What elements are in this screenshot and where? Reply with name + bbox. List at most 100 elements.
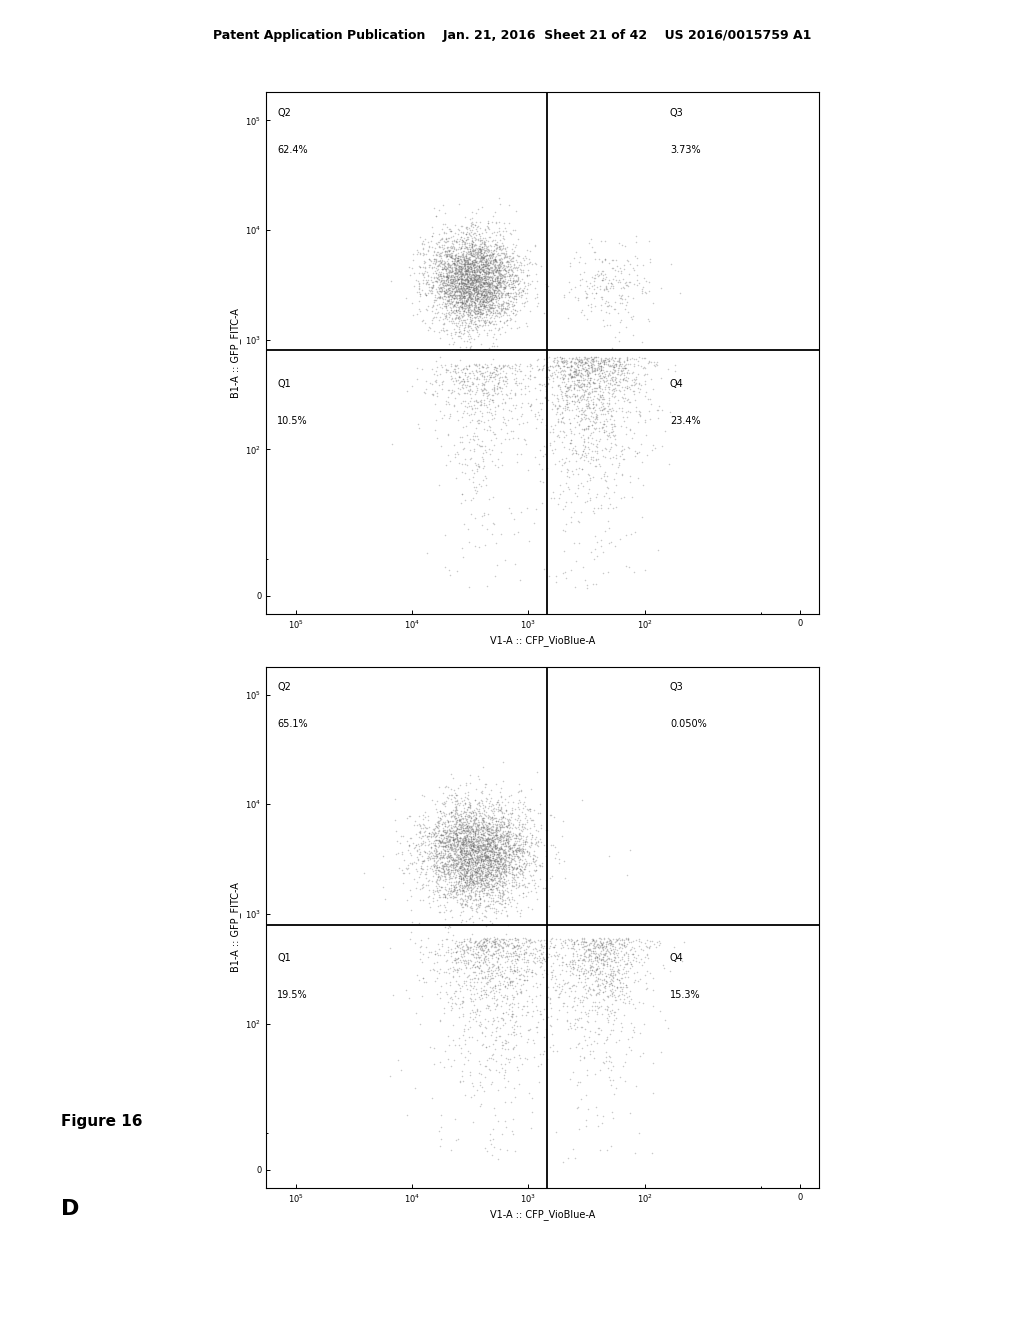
Point	[444, 800, 461, 821]
Point	[566, 981, 583, 1002]
Point	[470, 454, 486, 475]
Point	[445, 359, 462, 380]
Point	[485, 1034, 502, 1055]
Point	[490, 936, 507, 957]
Point	[454, 269, 470, 290]
Point	[440, 267, 457, 288]
Point	[401, 842, 418, 863]
Point	[497, 267, 513, 288]
Point	[475, 273, 492, 294]
Point	[481, 843, 498, 865]
Point	[471, 434, 487, 455]
Point	[583, 272, 599, 293]
Point	[464, 219, 480, 240]
Point	[489, 265, 506, 286]
Point	[478, 294, 495, 315]
Point	[625, 944, 641, 965]
Point	[531, 950, 548, 972]
Point	[475, 840, 492, 861]
Point	[495, 226, 511, 247]
Point	[401, 879, 418, 900]
Point	[437, 240, 454, 261]
Point	[505, 858, 521, 879]
Point	[461, 850, 477, 871]
Point	[466, 280, 482, 301]
Point	[515, 830, 531, 851]
Point	[468, 482, 484, 503]
Point	[530, 404, 547, 425]
Point	[623, 940, 639, 961]
Point	[441, 240, 458, 261]
Point	[607, 249, 624, 271]
Point	[437, 837, 454, 858]
Point	[578, 271, 594, 292]
Point	[487, 279, 504, 300]
Point	[450, 843, 466, 865]
Point	[482, 252, 499, 273]
Point	[496, 932, 512, 953]
Point	[579, 445, 595, 466]
Point	[467, 873, 483, 894]
Point	[473, 301, 489, 322]
Point	[471, 936, 487, 957]
Point	[518, 828, 535, 849]
Point	[438, 834, 455, 855]
Point	[484, 978, 501, 999]
Point	[459, 276, 475, 297]
Point	[475, 870, 492, 891]
Point	[478, 371, 495, 392]
Point	[493, 849, 509, 870]
Point	[431, 857, 447, 878]
Point	[511, 855, 527, 876]
Point	[496, 847, 512, 869]
Point	[468, 841, 484, 862]
Point	[584, 356, 600, 378]
Point	[479, 940, 496, 961]
Point	[457, 949, 473, 970]
Point	[474, 968, 490, 989]
Point	[480, 364, 497, 385]
Point	[456, 282, 472, 304]
Point	[566, 933, 583, 954]
Point	[457, 317, 473, 338]
Point	[463, 937, 479, 958]
Point	[508, 944, 524, 965]
Point	[492, 264, 508, 285]
Point	[628, 948, 644, 969]
Point	[423, 282, 439, 304]
Point	[602, 400, 618, 421]
Point	[488, 1059, 505, 1080]
Point	[481, 252, 498, 273]
Point	[453, 866, 469, 887]
Point	[519, 355, 536, 376]
Point	[558, 425, 574, 446]
Point	[411, 255, 427, 276]
Point	[604, 1056, 621, 1077]
Point	[463, 268, 479, 289]
Point	[662, 961, 678, 982]
Point	[477, 219, 494, 240]
Point	[508, 371, 524, 392]
Point	[459, 249, 475, 271]
Point	[446, 982, 463, 1003]
Point	[472, 888, 488, 909]
Point	[517, 429, 534, 450]
Point	[432, 251, 449, 272]
Point	[473, 817, 489, 838]
Point	[492, 870, 508, 891]
Point	[636, 267, 652, 288]
Point	[481, 290, 498, 312]
Point	[498, 1001, 514, 1022]
Point	[607, 1008, 624, 1030]
Point	[495, 857, 511, 878]
Point	[492, 935, 508, 956]
Point	[452, 849, 468, 870]
Point	[571, 376, 588, 397]
Point	[475, 286, 492, 308]
Point	[526, 252, 543, 273]
Point	[523, 809, 540, 830]
Point	[452, 265, 468, 286]
Point	[502, 264, 518, 285]
Point	[445, 248, 462, 269]
Point	[433, 281, 450, 302]
